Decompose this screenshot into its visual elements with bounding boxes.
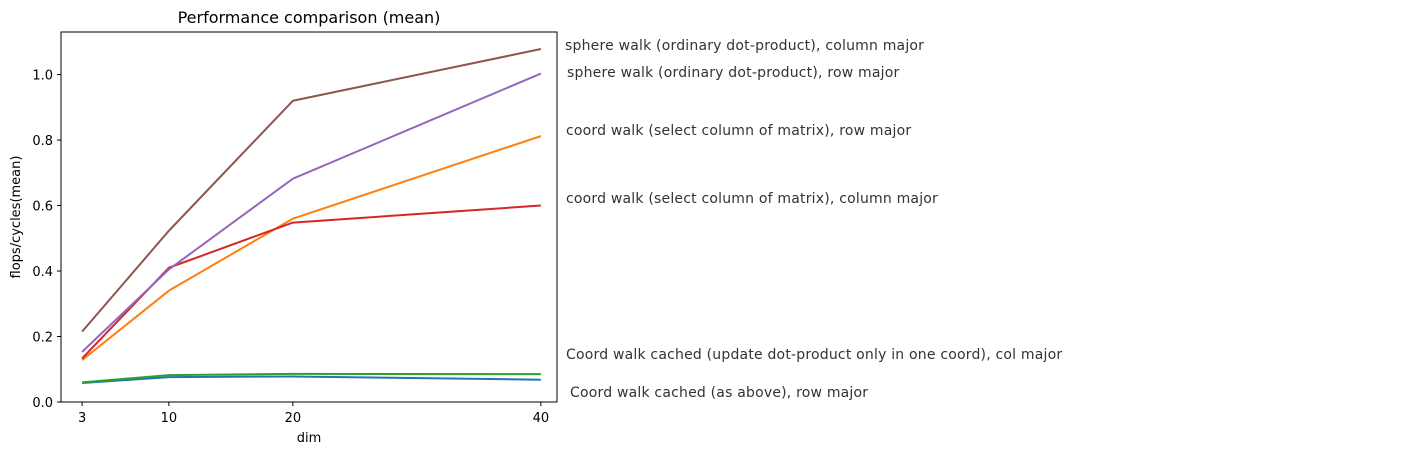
y-axis: 0.0 0.2 0.4 0.6 0.8 1.0 [32,69,61,411]
chart-title: Performance comparison (mean) [178,8,441,27]
y-tick-label-3: 0.6 [32,200,53,215]
x-tick-label-3: 40 [533,411,550,426]
y-tick-label-5: 1.0 [32,69,53,84]
x-tick-label-2: 20 [285,411,302,426]
y-tick-label-1: 0.2 [32,331,53,346]
annotation-coord-walk-cached-row-major: Coord walk cached (as above), row major [570,385,868,401]
annotation-sphere-walk-row-major: sphere walk (ordinary dot-product), row … [567,65,900,81]
series-line-2 [81,372,541,384]
y-tick-label-2: 0.4 [32,265,53,280]
x-axis-label: dim [297,431,322,446]
x-tick-label-1: 10 [161,411,178,426]
series-layer [81,48,542,385]
annotation-sphere-walk-column-major: sphere walk (ordinary dot-product), colu… [565,38,924,54]
annotation-coord-walk-cached-col-major: Coord walk cached (update dot-product on… [566,347,1062,363]
x-axis: 3 10 20 40 [78,402,549,426]
y-tick-label-0: 0.0 [32,396,53,411]
series-line-5 [81,48,542,333]
y-tick-label-4: 0.8 [32,134,53,149]
x-tick-label-0: 3 [78,411,86,426]
annotation-coord-walk-row-major: coord walk (select column of matrix), ro… [566,123,911,139]
y-axis-label: flops/cycles(mean) [9,156,24,279]
series-line-1 [81,135,542,361]
series-line-0 [82,375,541,385]
series-line-4 [81,72,542,353]
plot-frame [60,31,558,403]
annotation-coord-walk-column-major: coord walk (select column of matrix), co… [566,191,938,207]
series-line-3 [81,204,541,360]
